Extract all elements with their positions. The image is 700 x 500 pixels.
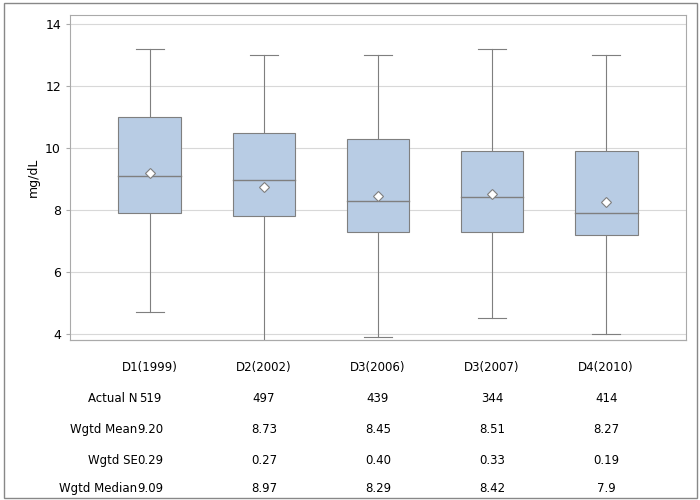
Bar: [118, 117, 181, 213]
Text: 519: 519: [139, 392, 161, 406]
Bar: [232, 132, 295, 216]
Text: 0.33: 0.33: [479, 454, 505, 468]
Text: 0.19: 0.19: [593, 454, 620, 468]
Text: Actual N: Actual N: [88, 392, 137, 406]
Text: Wgtd SE: Wgtd SE: [88, 454, 137, 468]
Bar: [461, 151, 524, 232]
Text: 7.9: 7.9: [597, 482, 615, 496]
Text: 9.09: 9.09: [136, 482, 163, 496]
Y-axis label: mg/dL: mg/dL: [27, 158, 39, 197]
Bar: [346, 139, 410, 232]
Text: 8.45: 8.45: [365, 424, 391, 436]
Text: 9.20: 9.20: [136, 424, 163, 436]
Text: 0.27: 0.27: [251, 454, 277, 468]
Text: 8.42: 8.42: [479, 482, 505, 496]
Text: 8.97: 8.97: [251, 482, 277, 496]
Text: 0.40: 0.40: [365, 454, 391, 468]
Text: 414: 414: [595, 392, 617, 406]
Text: D4(2010): D4(2010): [578, 362, 634, 374]
Text: 8.27: 8.27: [593, 424, 620, 436]
Text: D1(1999): D1(1999): [122, 362, 178, 374]
Text: Wgtd Median: Wgtd Median: [60, 482, 137, 496]
Text: 8.51: 8.51: [479, 424, 505, 436]
Text: 8.73: 8.73: [251, 424, 277, 436]
Text: D3(2007): D3(2007): [464, 362, 520, 374]
Text: 0.29: 0.29: [136, 454, 163, 468]
Text: D3(2006): D3(2006): [350, 362, 406, 374]
Text: Wgtd Mean: Wgtd Mean: [70, 424, 137, 436]
Bar: [575, 151, 638, 235]
Text: 497: 497: [253, 392, 275, 406]
Text: 8.29: 8.29: [365, 482, 391, 496]
Text: 344: 344: [481, 392, 503, 406]
Text: D2(2002): D2(2002): [236, 362, 292, 374]
Text: 439: 439: [367, 392, 389, 406]
